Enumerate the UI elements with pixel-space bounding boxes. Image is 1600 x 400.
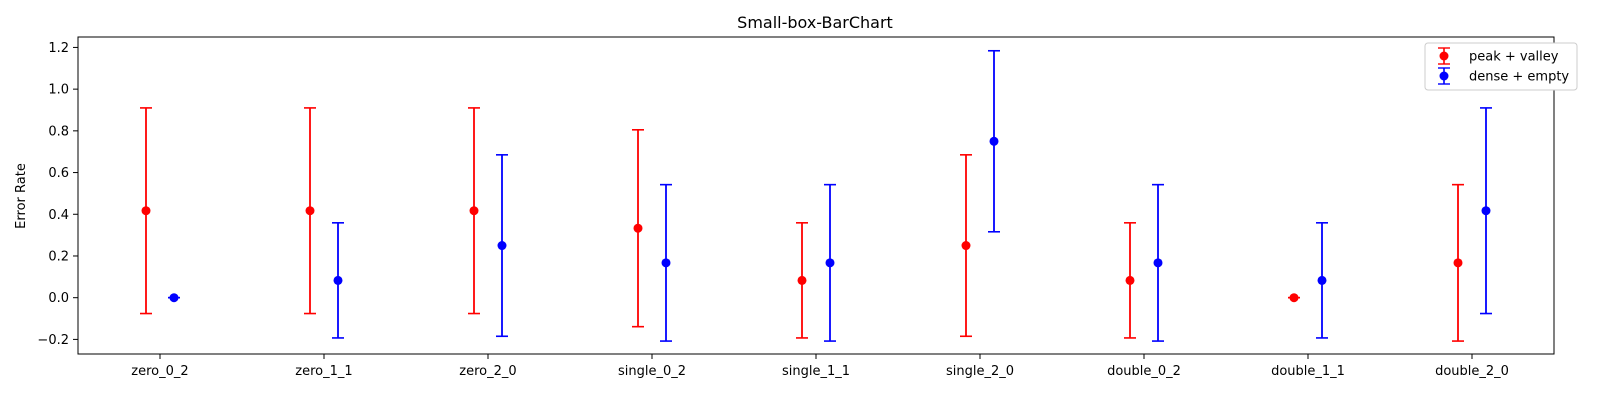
chart-title: Small-box-BarChart [737, 13, 893, 32]
data-point [825, 258, 835, 268]
y-tick-label: 0.4 [48, 208, 69, 223]
x-tick-label: double_2_0 [1435, 364, 1509, 379]
legend: peak + valley dense + empty [1424, 42, 1578, 91]
x-tick-label: double_0_2 [1107, 364, 1181, 379]
legend-marker [1439, 51, 1449, 61]
x-tick-label: single_1_1 [782, 364, 850, 379]
data-point [797, 275, 807, 285]
y-tick-label: 1.0 [48, 83, 69, 98]
data-point [141, 206, 151, 216]
data-point [1125, 275, 1135, 285]
y-axis-label: Error Rate [14, 163, 29, 229]
legend-marker [1439, 71, 1449, 81]
legend-box [1424, 42, 1578, 91]
data-point [333, 275, 343, 285]
y-tick-label: −0.2 [37, 333, 69, 348]
legend-label: dense + empty [1469, 70, 1569, 85]
data-point [305, 206, 315, 216]
x-tick-label: single_2_0 [946, 364, 1014, 379]
y-tick-label: 0.8 [48, 124, 69, 139]
data-point [469, 206, 479, 216]
y-tick-label: 1.2 [48, 41, 69, 56]
x-tick-label: zero_2_0 [459, 364, 516, 379]
y-tick-label: 0.0 [48, 291, 69, 306]
x-tick-label: single_0_2 [618, 364, 686, 379]
y-tick-label: 0.2 [48, 249, 69, 264]
x-tick-label: zero_1_1 [295, 364, 352, 379]
y-tick-label: 0.6 [48, 166, 69, 181]
data-point [1481, 206, 1491, 216]
x-tick-label: zero_0_2 [131, 364, 188, 379]
series-dense-empty [168, 49, 1492, 342]
data-point [989, 136, 999, 146]
plot-area [140, 49, 1492, 342]
data-point [169, 293, 179, 303]
data-point [1289, 293, 1299, 303]
data-point [633, 223, 643, 233]
data-point [961, 241, 971, 251]
legend-label: peak + valley [1469, 50, 1559, 65]
series-peak-valley [140, 107, 1464, 342]
data-point [1453, 258, 1463, 268]
y-axis-ticks: −0.2 0.0 0.2 0.4 0.6 0.8 1.0 1.2 [37, 41, 78, 348]
data-point [1153, 258, 1163, 268]
data-point [497, 241, 507, 251]
x-tick-label: double_1_1 [1271, 364, 1345, 379]
x-axis-ticks: zero_0_2 zero_1_1 zero_2_0 single_0_2 single… [131, 354, 1509, 379]
data-point [661, 258, 671, 268]
plot-frame [77, 36, 1555, 355]
data-point [1317, 275, 1327, 285]
